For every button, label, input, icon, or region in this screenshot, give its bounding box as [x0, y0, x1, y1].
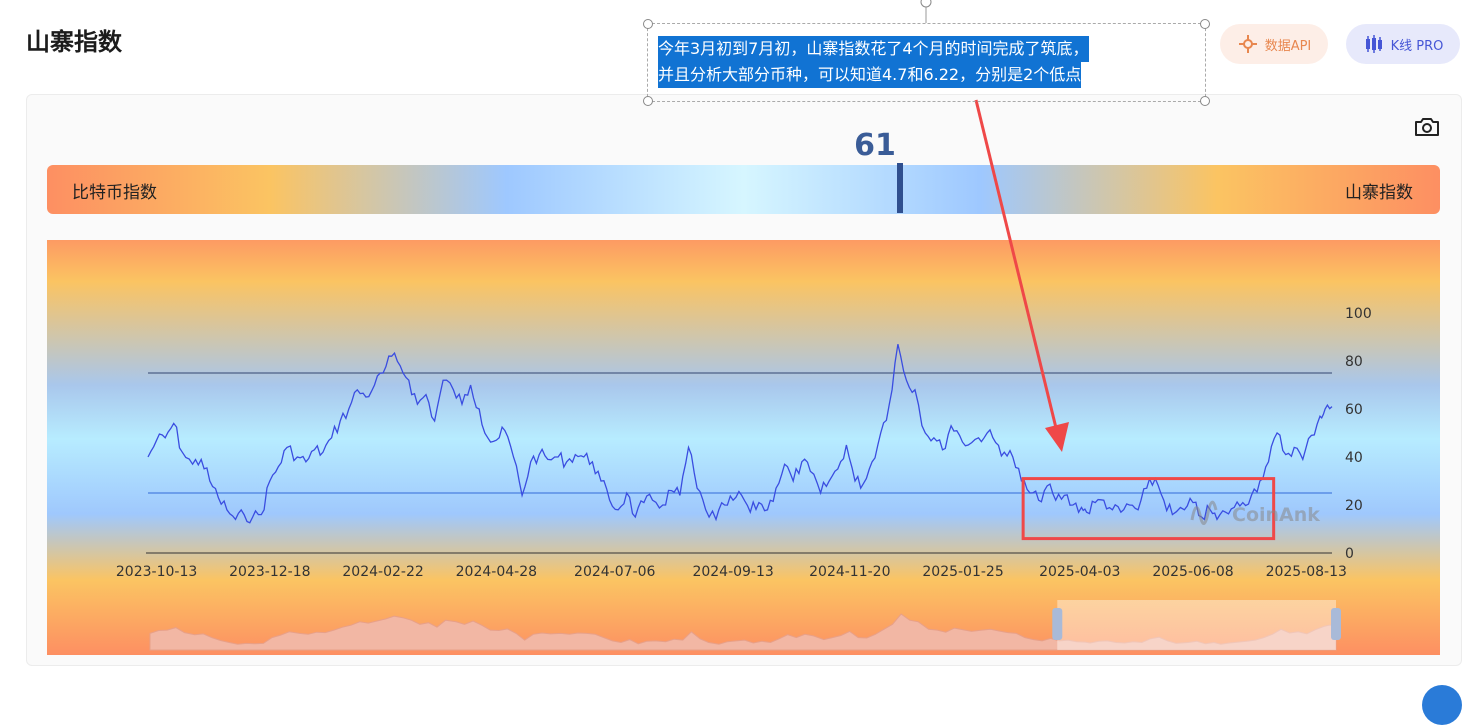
floating-help-button[interactable] [1422, 685, 1462, 725]
annotation-textbox[interactable] [647, 23, 1206, 102]
camera-icon[interactable] [1414, 116, 1440, 138]
navigator-area [149, 613, 1337, 651]
x-tick-label: 2024-02-22 [342, 564, 423, 580]
annotation-text[interactable]: 今年3月初到7月初，山寨指数花了4个月的时间完成了筑底， 并且分析大部分币种，可… [658, 36, 1089, 88]
bitcoin-index-label: 比特币指数 [72, 183, 157, 203]
api-icon [1238, 35, 1257, 53]
annotation-line-1: 今年3月初到7月初，山寨指数花了4个月的时间完成了筑底， [658, 36, 1089, 62]
y-tick-label: 0 [1345, 546, 1354, 562]
resize-handle[interactable] [1200, 19, 1210, 29]
navigator-right-handle[interactable] [1331, 608, 1341, 640]
candlestick-icon [1365, 35, 1382, 53]
chart-background [47, 240, 1440, 655]
annotation-arrow [974, 99, 1069, 452]
zoom-navigator[interactable] [149, 600, 1341, 651]
x-tick-label: 2025-06-08 [1152, 564, 1233, 580]
y-tick-label: 100 [1345, 306, 1372, 322]
x-tick-label: 2023-10-13 [116, 564, 197, 580]
series-line [147, 344, 1333, 524]
watermark-text: CoinAnk [1232, 504, 1320, 526]
resize-handle[interactable] [1200, 96, 1210, 106]
resize-handle[interactable] [643, 19, 653, 29]
y-tick-label: 20 [1345, 498, 1363, 514]
x-tick-label: 2024-07-06 [574, 564, 655, 580]
x-tick-label: 2025-04-03 [1039, 564, 1120, 580]
navigator-left-handle[interactable] [1052, 608, 1063, 640]
y-tick-label: 80 [1345, 354, 1363, 370]
navigator-window[interactable] [1057, 600, 1336, 650]
x-tick-label: 2024-04-28 [456, 564, 537, 580]
x-tick-label: 2024-11-20 [809, 564, 890, 580]
altcoin-index-label: 山寨指数 [1345, 183, 1413, 203]
annotation-line-2: 并且分析大部分币种，可以知道4.7和6.22，分别是2个低点 [658, 62, 1082, 88]
x-tick-label: 2025-08-13 [1266, 564, 1347, 580]
y-tick-label: 40 [1345, 450, 1363, 466]
gauge-bar [47, 165, 1440, 214]
kline-pro-button[interactable]: K线 PRO [1346, 24, 1460, 64]
x-tick-label: 2025-01-25 [922, 564, 1003, 580]
page-title: 山寨指数 [26, 28, 122, 56]
data-api-label: 数据API [1264, 38, 1312, 54]
gauge-marker [897, 163, 903, 213]
resize-handle[interactable] [643, 96, 653, 106]
x-tick-label: 2023-12-18 [229, 564, 310, 580]
line-chart: 0 20 40 60 80 100 2023-10-13 2023-12-18 2024-02… [116, 0, 1372, 651]
coinank-watermark: CoinAnk [1190, 500, 1320, 526]
kline-pro-label: K线 PRO [1390, 38, 1444, 54]
index-value: 61 [854, 128, 896, 163]
y-tick-label: 60 [1345, 402, 1363, 418]
x-tick-label: 2024-09-13 [692, 564, 773, 580]
highlight-box [1021, 477, 1276, 541]
data-api-button[interactable]: 数据API [1220, 24, 1328, 64]
